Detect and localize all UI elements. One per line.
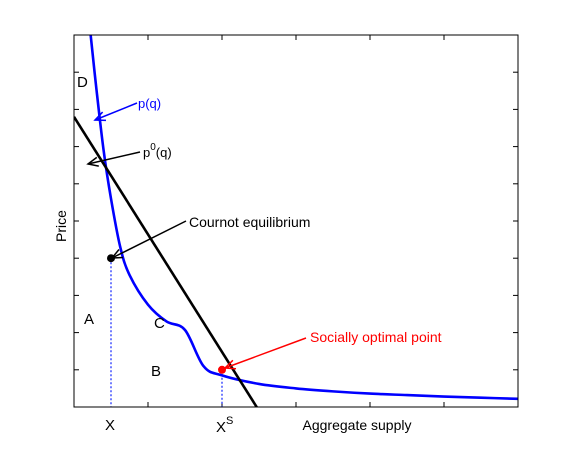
region-label-a: A [84,311,94,328]
x-tick-label-x: X [105,417,115,434]
arrow-social-optimum-shaft [224,337,307,369]
xs-base: X [216,419,226,436]
arrow-pq-shaft [94,102,138,121]
arrow-social-optimum-head [223,359,237,370]
x-axis-label: Aggregate supply [303,417,412,433]
y-axis-label: Price [53,210,69,242]
x-tick-label-xs: XS [216,415,233,436]
arrow-p0q-head [86,156,99,167]
pq-label: p(q) [138,96,161,111]
arrow-cournot-shaft [111,220,187,259]
p0q-superscript: 0 [150,142,156,153]
cournot-label: Cournot equilibrium [189,214,310,230]
social-optimum-label: Socially optimal point [310,329,442,345]
p0q-label: p0(q) [143,142,172,160]
axes-frame [73,34,519,408]
p0q-base: p [143,145,150,160]
p0q-tail: (q) [156,145,172,160]
annotation-arrows [86,102,307,370]
demand-curve-pq [89,35,518,401]
social-optimum-point [218,365,226,374]
clipped-plot [74,35,518,407]
line-p0q [74,116,259,407]
plot-area [74,35,518,407]
demand-label-d: D [77,74,88,91]
region-label-c: C [154,315,165,332]
arrow-cournot-head [110,249,124,259]
arrow-pq-head [93,111,107,122]
arrow-p0q-shaft [87,151,141,165]
region-label-b: B [151,363,161,380]
xs-superscript: S [226,415,233,427]
